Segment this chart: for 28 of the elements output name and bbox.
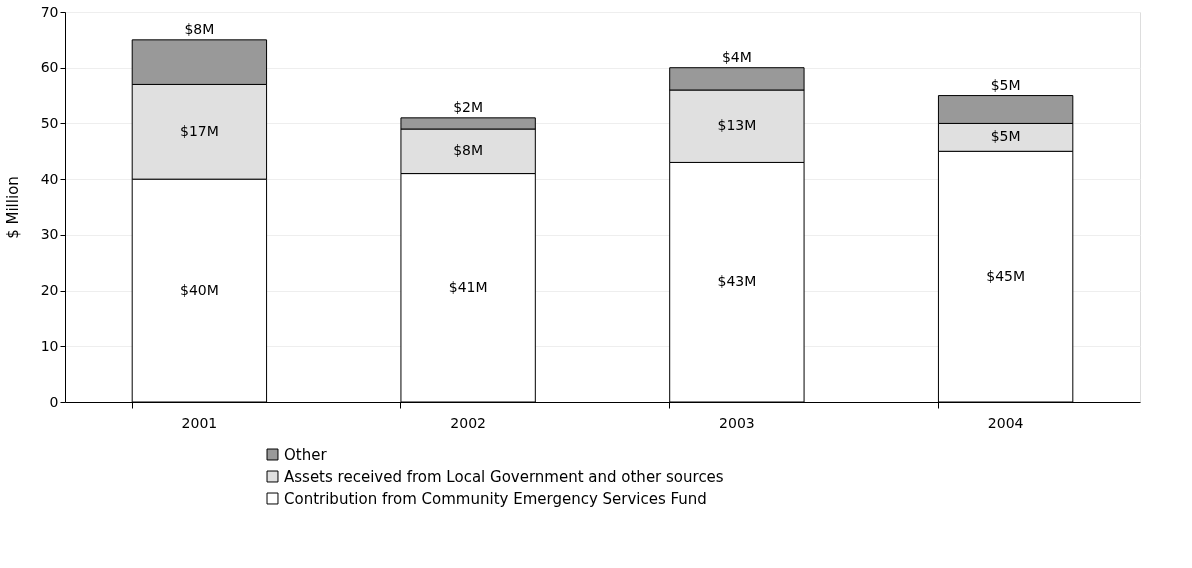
x-tick-label: 2001: [181, 414, 218, 431]
y-tick-label: 20: [40, 282, 59, 299]
legend-label: Other: [284, 445, 328, 464]
x-tick-label: 2003: [719, 414, 755, 431]
data-label: $5M: [990, 76, 1021, 93]
data-label: $2M: [453, 98, 484, 115]
data-label: $43M: [717, 273, 757, 290]
x-tick-label: 2002: [450, 414, 486, 431]
y-axis-title: $ Million: [3, 176, 22, 239]
x-tick-label: 2004: [987, 414, 1024, 431]
y-tick-label: 0: [49, 393, 59, 410]
y-tick-label: 10: [40, 337, 59, 354]
data-label: $41M: [448, 278, 488, 295]
data-label: $4M: [721, 48, 752, 65]
y-tick-label: 50: [40, 114, 59, 131]
data-label: $8M: [184, 20, 215, 37]
y-tick-label: 40: [40, 170, 59, 187]
data-label: $17M: [179, 122, 219, 139]
data-label: $13M: [717, 117, 757, 134]
data-label: $45M: [986, 267, 1026, 284]
y-tick-label: 30: [40, 226, 59, 243]
legend-label: Contribution from Community Emergency Services Fund: [284, 489, 707, 508]
data-label: $5M: [990, 128, 1021, 145]
y-tick-label: 70: [40, 3, 59, 20]
data-label: $8M: [453, 142, 484, 159]
data-label: $40M: [179, 281, 219, 298]
y-tick-label: 60: [40, 59, 59, 76]
legend-label: Assets received from Local Government and other sources: [284, 467, 724, 486]
